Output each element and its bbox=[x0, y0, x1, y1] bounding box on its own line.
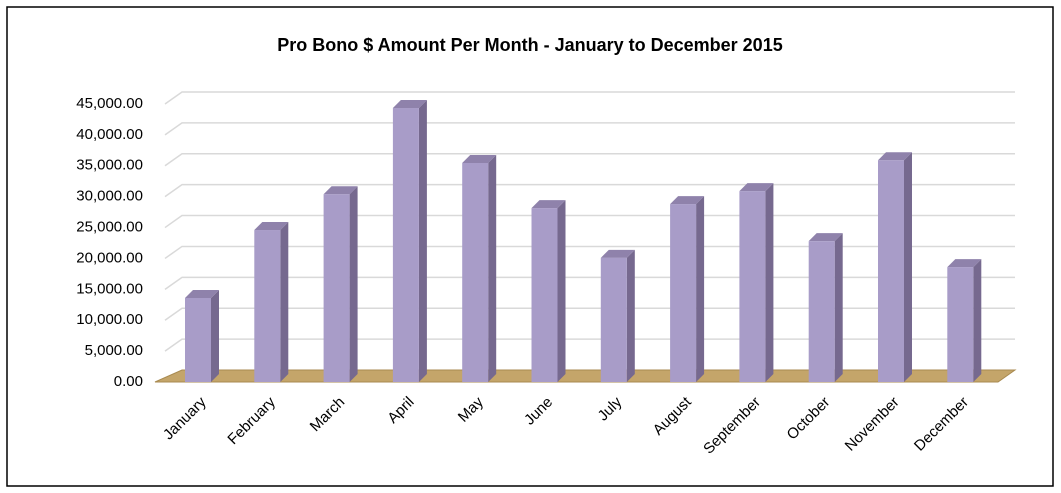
grid-line bbox=[164, 214, 1015, 229]
bar-side bbox=[488, 154, 497, 382]
bar-top bbox=[670, 196, 705, 205]
bar-top bbox=[808, 233, 843, 242]
bar bbox=[392, 108, 419, 382]
y-tick-label: 40,000.00 bbox=[76, 126, 143, 143]
bar-side bbox=[834, 233, 843, 382]
bar bbox=[808, 241, 835, 382]
grid-line bbox=[164, 91, 1015, 105]
y-tick-label: 10,000.00 bbox=[76, 311, 143, 328]
bar-top bbox=[462, 154, 497, 163]
bar bbox=[600, 257, 627, 382]
bar-top bbox=[185, 289, 219, 298]
bar-side bbox=[418, 100, 427, 382]
y-tick-label: 0.00 bbox=[114, 373, 143, 390]
chart-title: Pro Bono $ Amount Per Month - January to… bbox=[277, 35, 782, 55]
y-tick-label: 35,000.00 bbox=[76, 157, 143, 174]
bar bbox=[323, 194, 350, 382]
bar-side bbox=[696, 196, 705, 382]
bar bbox=[185, 297, 211, 382]
y-tick-label: 30,000.00 bbox=[76, 188, 143, 205]
bar-top bbox=[323, 186, 358, 195]
bar bbox=[670, 204, 697, 382]
bar bbox=[462, 162, 489, 382]
grid-line bbox=[164, 153, 1015, 167]
bar-side bbox=[349, 186, 358, 382]
y-tick-label: 20,000.00 bbox=[76, 249, 143, 266]
bar bbox=[254, 230, 281, 382]
grid-line bbox=[164, 276, 1015, 290]
bar-side bbox=[904, 152, 912, 382]
bar-side bbox=[765, 183, 774, 382]
bar bbox=[739, 191, 766, 382]
y-tick-label: 15,000.00 bbox=[76, 280, 143, 297]
bar-top bbox=[878, 152, 912, 161]
bar-top bbox=[531, 200, 566, 209]
grid-line bbox=[164, 122, 1015, 136]
y-tick-label: 5,000.00 bbox=[85, 342, 143, 359]
bar-top bbox=[739, 183, 774, 192]
bar bbox=[531, 208, 558, 382]
y-tick-label: 25,000.00 bbox=[76, 219, 143, 236]
bar-side bbox=[973, 259, 982, 382]
grid-line bbox=[164, 338, 1015, 352]
bar bbox=[878, 160, 904, 382]
floor bbox=[154, 369, 1017, 383]
grid-line bbox=[164, 307, 1015, 321]
bar-top bbox=[392, 100, 427, 109]
bar-side bbox=[557, 200, 566, 382]
bar-top bbox=[254, 222, 289, 231]
grid-line bbox=[164, 245, 1015, 260]
grid-line bbox=[164, 183, 1015, 198]
y-tick-label: 45,000.00 bbox=[76, 95, 143, 112]
bar-side bbox=[280, 222, 289, 382]
bar-side bbox=[211, 289, 219, 382]
bar-side bbox=[626, 249, 635, 382]
bar-top bbox=[947, 259, 982, 268]
bar-top bbox=[600, 249, 635, 258]
bar bbox=[947, 267, 974, 382]
